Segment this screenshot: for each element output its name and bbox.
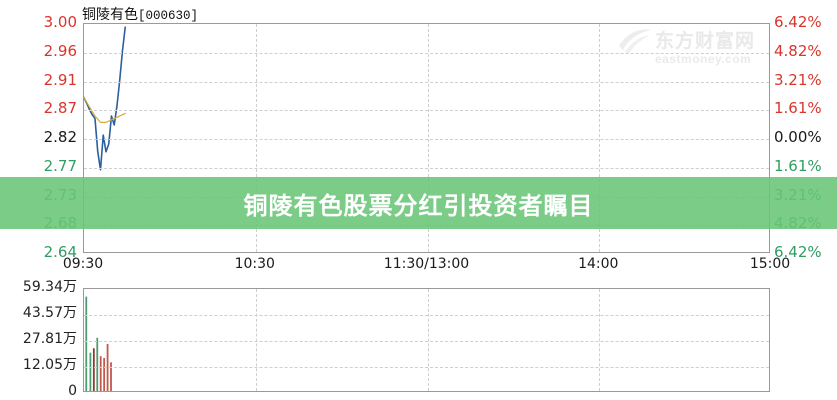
gridline-vertical (256, 289, 257, 391)
time-tick-label: 10:30 (234, 256, 275, 272)
gridline-horizontal (84, 367, 769, 368)
volume-chart-plot[interactable] (83, 288, 770, 392)
price-tick-label: 2.64 (43, 243, 77, 261)
percent-tick-label: 3.21% (774, 70, 822, 89)
time-tick-label: 09:30 (62, 256, 104, 272)
price-tick-label: 2.68 (43, 214, 77, 233)
series-price (84, 26, 127, 171)
volume-tick-label: 0 (68, 383, 77, 399)
price-tick-label: 2.73 (43, 185, 77, 204)
price-tick-label: 2.82 (43, 128, 77, 146)
volume-bar (103, 357, 106, 391)
gridline-horizontal (84, 168, 769, 169)
volume-bar (85, 296, 88, 391)
price-tick-label: 2.96 (43, 41, 77, 60)
price-tick-label: 2.91 (43, 70, 77, 89)
gridline-vertical (428, 24, 429, 252)
gridline-horizontal (84, 225, 769, 226)
price-tick-label: 2.87 (43, 99, 77, 118)
percent-tick-label: 4.82% (774, 41, 822, 60)
price-tick-label: 2.77 (43, 156, 77, 175)
gridline-vertical (256, 24, 257, 252)
gridline-horizontal (84, 110, 769, 111)
volume-bar (110, 362, 112, 391)
percent-tick-label: 0.00% (774, 128, 822, 146)
time-tick-label: 14:00 (578, 256, 619, 272)
price-tick-label: 3.00 (43, 13, 77, 31)
stock-name: 铜陵有色 (82, 7, 138, 23)
volume-tick-label: 12.05万 (22, 357, 77, 373)
volume-tick-label: 59.34万 (22, 279, 77, 295)
gridline-vertical (599, 289, 600, 391)
volume-bar (96, 337, 99, 391)
percent-tick-label: 4.82% (774, 214, 822, 233)
price-chart-plot[interactable] (83, 23, 770, 253)
volume-bar (99, 356, 102, 391)
gridline-vertical (599, 24, 600, 252)
gridline-horizontal (84, 315, 769, 316)
percent-tick-label: 3.21% (774, 185, 822, 204)
price-axis-right: 6.42% 4.82% 3.21% 1.61% 0.00% 1.61% 3.21% 4.82%… (774, 0, 837, 260)
percent-tick-label: 1.61% (774, 156, 822, 175)
volume-axis-left: 59.34万 43.57万 27.81万 12.05万 0 (0, 280, 77, 400)
gridline-horizontal (84, 341, 769, 342)
percent-tick-label: 6.42% (774, 243, 822, 261)
volume-tick-label: 43.57万 (22, 305, 77, 321)
gridline-horizontal (84, 82, 769, 83)
percent-tick-label: 6.42% (774, 13, 822, 31)
gridline-horizontal (84, 139, 769, 140)
time-tick-label: 11:30/13:00 (383, 256, 470, 272)
time-tick-label: 15:00 (749, 256, 791, 272)
price-axis-left: 3.00 2.96 2.91 2.87 2.82 2.77 2.73 2.68 2.64 (0, 0, 77, 260)
volume-bar (92, 348, 95, 391)
gridline-horizontal (84, 53, 769, 54)
gridline-horizontal (84, 197, 769, 198)
stock-code: [000630] (138, 9, 199, 23)
gridline-vertical (428, 289, 429, 391)
volume-tick-label: 27.81万 (22, 331, 77, 347)
time-axis: 09:30 10:30 11:30/13:00 14:00 15:00 (0, 256, 837, 276)
page-title: 铜陵有色[000630] (82, 4, 198, 24)
percent-tick-label: 1.61% (774, 99, 822, 118)
volume-bar (89, 352, 92, 391)
